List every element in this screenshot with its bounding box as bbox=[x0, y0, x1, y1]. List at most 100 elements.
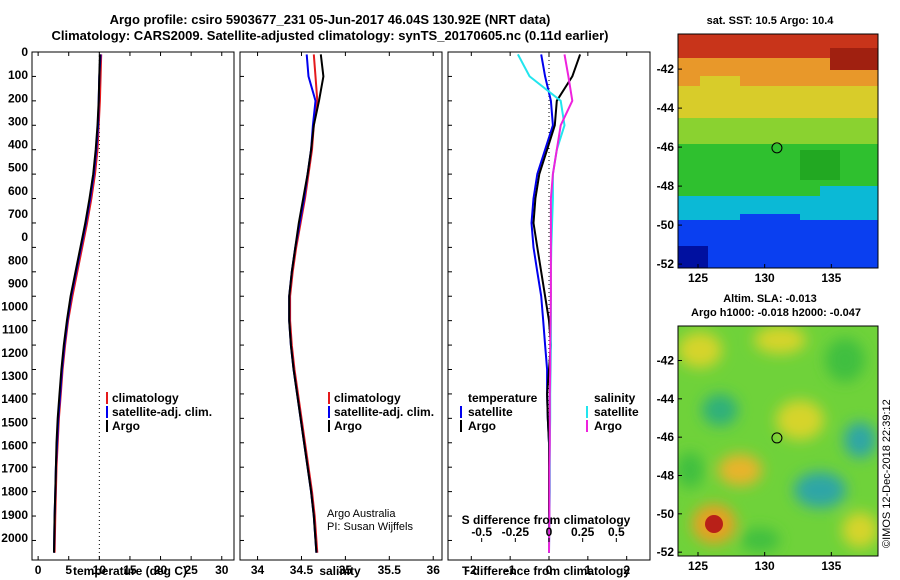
y-tick-label: 600 bbox=[8, 184, 28, 198]
x-tick-label: 34 bbox=[251, 563, 265, 577]
difference-panel: -2 -1 0 1 2 T difference from climatology S … bbox=[447, 51, 651, 578]
annotation-argo-australia: Argo Australia bbox=[327, 508, 396, 520]
salinity-axis-ticks: 34 34.5 35 35.5 36 bbox=[240, 51, 441, 577]
map-y-tick-label: -48 bbox=[657, 469, 675, 483]
sst-band-lightgreen bbox=[678, 118, 878, 144]
y-tick-label: 800 bbox=[8, 253, 28, 267]
sst-patch-yellow bbox=[700, 76, 740, 92]
s-tick-label: 0 bbox=[546, 525, 553, 539]
t-difference-axis-label: T difference from climatology bbox=[462, 564, 630, 578]
sla-blob-teal bbox=[702, 394, 738, 426]
s-tick-label: -0.5 bbox=[471, 525, 492, 539]
sla-blob-green bbox=[740, 528, 780, 552]
legend-label-argo: Argo bbox=[112, 419, 140, 433]
series-line-satellite-adj-clim- bbox=[53, 54, 102, 553]
legend-label-s-satellite: satellite bbox=[594, 405, 639, 419]
map-y-tick-label: -52 bbox=[657, 257, 675, 271]
series-line-argo bbox=[288, 54, 325, 553]
sla-map-frame bbox=[677, 325, 879, 557]
temperature-axes-frame bbox=[31, 51, 235, 561]
legend-label-satellite-adj: satellite-adj. clim. bbox=[112, 405, 212, 419]
s-tick-label: 0.5 bbox=[608, 525, 625, 539]
difference-legend: temperature salinity satellite Argo sate… bbox=[460, 391, 639, 433]
map-y-tick-label: -46 bbox=[657, 430, 675, 444]
series-line-climatology bbox=[53, 54, 103, 553]
sst-patch-darkblue bbox=[678, 246, 708, 268]
y-tick-label: 400 bbox=[8, 138, 28, 152]
temperature-axis-ticks: 0 5 10 15 20 25 30 bbox=[35, 52, 229, 577]
figure-title-line-1: Argo profile: csiro 5903677_231 05-Jun-2… bbox=[109, 12, 551, 27]
x-tick-label: 20 bbox=[154, 563, 168, 577]
x-tick-label: 0 bbox=[546, 563, 553, 577]
x-tick-label: 15 bbox=[123, 563, 137, 577]
map-y-tick-label: -42 bbox=[657, 354, 675, 368]
x-tick-label: 36 bbox=[427, 563, 441, 577]
series-line-satellite-adj-clim- bbox=[288, 54, 318, 553]
sla-blob-green bbox=[825, 338, 865, 382]
x-tick-label: -2 bbox=[466, 563, 477, 577]
legend-label-climatology: climatology bbox=[334, 391, 401, 405]
y-tick-label: 200 bbox=[8, 91, 28, 105]
sla-blob-red bbox=[705, 515, 723, 533]
series-line-salinity-argo bbox=[548, 54, 574, 553]
temperature-legend: climatology satellite-adj. clim. Argo bbox=[106, 391, 212, 433]
sst-profile-location-marker bbox=[771, 142, 783, 154]
map-x-tick-label: 135 bbox=[821, 559, 841, 573]
salinity-axis-label: salinity bbox=[319, 564, 361, 578]
sla-map-title-2: Argo h1000: -0.018 h2000: -0.047 bbox=[691, 307, 861, 319]
y-tick-label: 900 bbox=[8, 276, 28, 290]
sla-blob-teal bbox=[794, 472, 846, 508]
difference-axis-ticks: -2 -1 0 1 2 bbox=[448, 51, 630, 577]
sla-map-title-1: Altim. SLA: -0.013 bbox=[723, 293, 817, 305]
x-tick-label: 10 bbox=[93, 563, 107, 577]
s-difference-axis-label: S difference from climatology bbox=[462, 513, 631, 527]
sst-patch-darkgreen bbox=[800, 150, 840, 180]
y-tick-label: 1400 bbox=[1, 392, 28, 406]
y-tick-label: 1200 bbox=[1, 346, 28, 360]
sst-map-title: sat. SST: 10.5 Argo: 10.4 bbox=[707, 15, 835, 27]
temperature-series bbox=[53, 54, 103, 553]
map-y-tick-label: -44 bbox=[657, 101, 675, 115]
legend-label-climatology: climatology bbox=[112, 391, 179, 405]
sla-blob-yellow bbox=[754, 326, 806, 354]
y-tick-label: 1500 bbox=[1, 415, 28, 429]
legend-label-satellite-adj: satellite-adj. clim. bbox=[334, 405, 434, 419]
annotation-pi: PI: Susan Wijffels bbox=[327, 521, 413, 533]
map-x-tick-label: 130 bbox=[755, 559, 775, 573]
figure-title-line-2: Climatology: CARS2009. Satellite-adjuste… bbox=[51, 28, 609, 43]
y-tick-label: 1100 bbox=[2, 323, 28, 337]
temperature-panel: 0100200300400500600700080090010001100120… bbox=[1, 45, 235, 578]
temperature-axis-label: temperature (deg C) bbox=[73, 564, 187, 578]
legend-label-s-argo: Argo bbox=[594, 419, 622, 433]
sla-blob-yellow bbox=[776, 400, 824, 440]
sla-map-ticks: 125 130 135 -42 -44 -46 -48 -50 -52 bbox=[657, 354, 842, 574]
sla-map: Altim. SLA: -0.013 Argo h1000: -0.018 h2… bbox=[657, 293, 879, 574]
sla-blob-teal bbox=[844, 422, 876, 458]
salinity-panel: 34 34.5 35 35.5 36 salinity climatology sate… bbox=[239, 51, 443, 578]
map-y-tick-label: -50 bbox=[657, 218, 675, 232]
map-y-tick-label: -48 bbox=[657, 179, 675, 193]
legend-label-argo: Argo bbox=[334, 419, 362, 433]
map-y-tick-label: -42 bbox=[657, 62, 675, 76]
sst-map-ticks: 125 130 135 -42 -44 -46 -48 -50 -52 bbox=[657, 62, 842, 285]
sst-map: sat. SST: 10.5 Argo: 10.4 125 130 135 -42 -4… bbox=[657, 15, 879, 285]
sst-patch-cyan bbox=[820, 186, 878, 204]
x-tick-label: -1 bbox=[505, 563, 516, 577]
sla-profile-location-marker bbox=[771, 432, 783, 444]
sst-patch-blue bbox=[740, 214, 800, 228]
y-tick-label: 1700 bbox=[1, 462, 28, 476]
imos-stamp: ©IMOS 12-Dec-2018 22:39:12 bbox=[881, 399, 893, 548]
y-tick-label: 2000 bbox=[1, 531, 28, 545]
y-tick-label: 1000 bbox=[1, 300, 28, 314]
difference-series bbox=[517, 53, 582, 553]
s-difference-ticks: -0.5 -0.25 0 0.25 0.5 bbox=[471, 525, 625, 542]
y-tick-label: 700 bbox=[8, 207, 28, 221]
x-tick-label: 2 bbox=[623, 563, 630, 577]
x-tick-label: 1 bbox=[585, 563, 592, 577]
x-tick-label: 34.5 bbox=[290, 563, 314, 577]
map-x-tick-label: 130 bbox=[755, 271, 775, 285]
sla-blob-yellow bbox=[678, 332, 722, 368]
sst-patch-darkred bbox=[830, 48, 878, 70]
legend-header-temperature: temperature bbox=[468, 391, 538, 405]
legend-label-t-satellite: satellite bbox=[468, 405, 513, 419]
